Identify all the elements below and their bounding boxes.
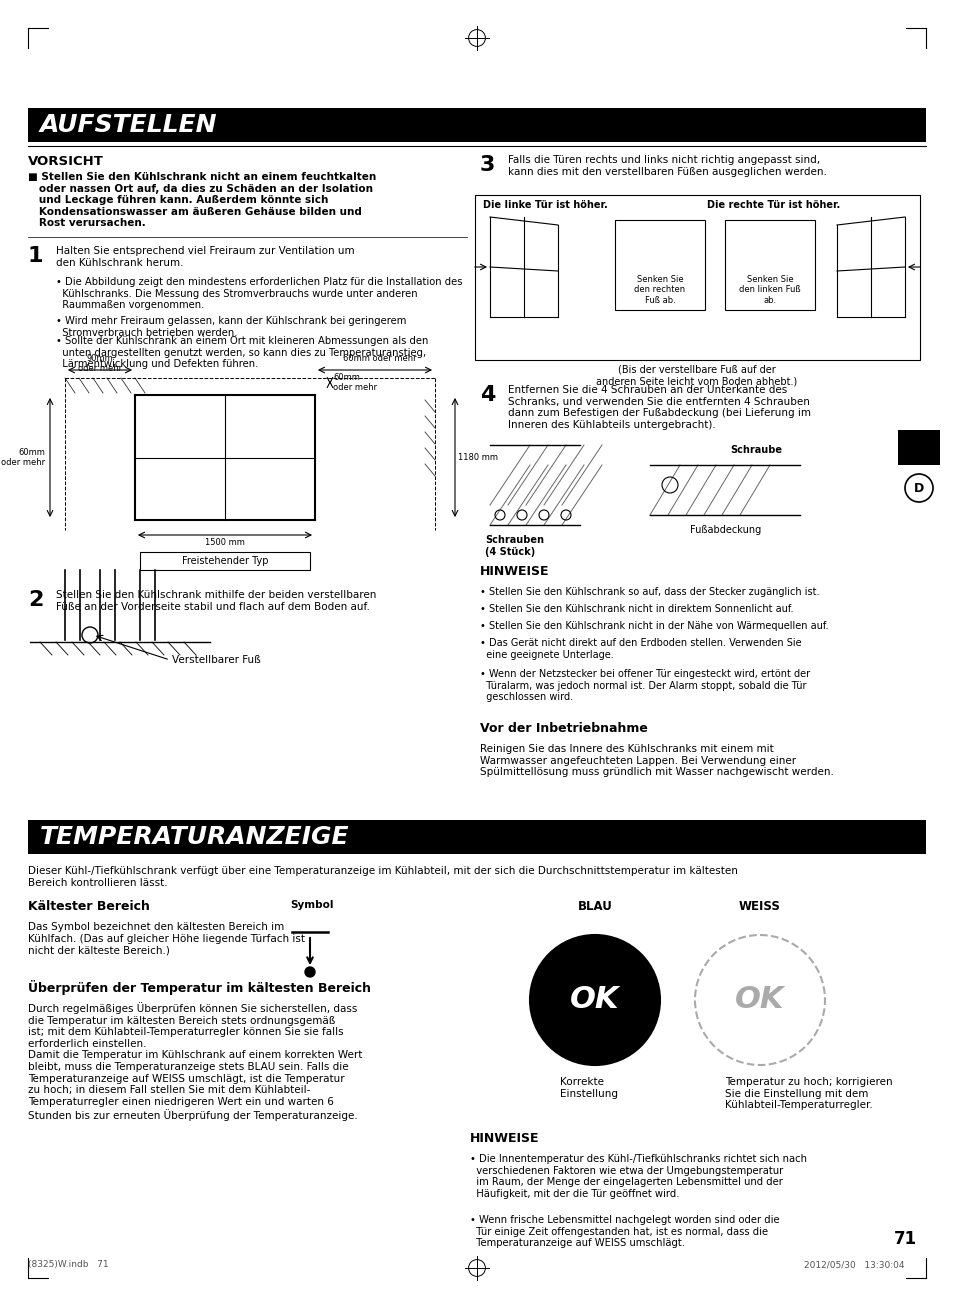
Text: • Wenn der Netzstecker bei offener Tür eingesteckt wird, ertönt der
  Türalarm, : • Wenn der Netzstecker bei offener Tür e… (479, 669, 809, 703)
Text: Senken Sie
den rechten
Fuß ab.: Senken Sie den rechten Fuß ab. (634, 276, 685, 304)
Text: • Stellen Sie den Kühlschrank nicht in der Nähe von Wärmequellen auf.: • Stellen Sie den Kühlschrank nicht in d… (479, 620, 827, 631)
Text: • Stellen Sie den Kühlschrank nicht in direktem Sonnenlicht auf.: • Stellen Sie den Kühlschrank nicht in d… (479, 603, 793, 614)
Text: 60mm oder mehr: 60mm oder mehr (343, 354, 416, 363)
Text: (8325)W.indb   71: (8325)W.indb 71 (28, 1260, 109, 1269)
Text: Freistehender Typ: Freistehender Typ (182, 556, 268, 565)
Text: Reinigen Sie das Innere des Kühlschranks mit einem mit
Warmwasser angefeuchteten: Reinigen Sie das Innere des Kühlschranks… (479, 744, 833, 777)
Text: Fußabdeckung: Fußabdeckung (689, 525, 760, 535)
Text: Schrauben
(4 Stück): Schrauben (4 Stück) (484, 535, 543, 556)
Text: 60mm
oder mehr: 60mm oder mehr (1, 448, 45, 468)
Text: Durch regelmäßiges Überprüfen können Sie sicherstellen, dass
die Temperatur im k: Durch regelmäßiges Überprüfen können Sie… (28, 1002, 362, 1121)
Bar (140, 552, 310, 569)
Text: WEISS: WEISS (739, 900, 781, 913)
Text: Das Symbol bezeichnet den kältesten Bereich im
Kühlfach. (Das auf gleicher Höhe : Das Symbol bezeichnet den kältesten Bere… (28, 922, 305, 955)
Text: 2: 2 (28, 590, 43, 610)
Bar (475, 195, 919, 360)
Circle shape (530, 935, 659, 1064)
Bar (615, 219, 704, 310)
Text: Temperatur zu hoch; korrigieren
Sie die Einstellung mit dem
Kühlabteil-Temperatu: Temperatur zu hoch; korrigieren Sie die … (724, 1077, 892, 1110)
Text: • Die Innentemperatur des Kühl-/Tiefkühlschranks richtet sich nach
  verschieden: • Die Innentemperatur des Kühl-/Tiefkühl… (470, 1155, 806, 1199)
Text: Entfernen Sie die 4 Schrauben an der Unterkante des
Schranks, und verwenden Sie : Entfernen Sie die 4 Schrauben an der Unt… (507, 385, 810, 430)
Text: ■ Stellen Sie den Kühlschrank nicht an einem feuchtkalten
   oder nassen Ort auf: ■ Stellen Sie den Kühlschrank nicht an e… (28, 172, 375, 229)
Text: BLAU: BLAU (577, 900, 612, 913)
Bar (319, 354, 410, 376)
Text: 4: 4 (479, 385, 495, 405)
Text: • Wird mehr Freiraum gelassen, kann der Kühlschrank bei geringerem
  Stromverbra: • Wird mehr Freiraum gelassen, kann der … (56, 316, 406, 337)
Text: OK: OK (735, 986, 784, 1015)
Text: VORSICHT: VORSICHT (28, 155, 104, 168)
Text: D: D (913, 482, 923, 495)
Text: Symbol: Symbol (290, 900, 334, 910)
Text: • Die Abbildung zeigt den mindestens erforderlichen Platz für die Installation d: • Die Abbildung zeigt den mindestens erf… (56, 277, 462, 311)
Text: 1500 mm: 1500 mm (205, 538, 245, 547)
Bar (724, 219, 814, 310)
Text: 90mm
oder mehr: 90mm oder mehr (78, 354, 122, 374)
Bar (28, 820, 925, 854)
Text: Halten Sie entsprechend viel Freiraum zur Ventilation um
den Kühlschrank herum.: Halten Sie entsprechend viel Freiraum zu… (56, 246, 355, 268)
Text: • Wenn frische Lebensmittel nachgelegt worden sind oder die
  Tür einige Zeit of: • Wenn frische Lebensmittel nachgelegt w… (470, 1215, 779, 1249)
Text: • Sollte der Kühlschrank an einem Ort mit kleineren Abmessungen als den
  unten : • Sollte der Kühlschrank an einem Ort mi… (56, 336, 428, 370)
Text: • Stellen Sie den Kühlschrank so auf, dass der Stecker zugänglich ist.: • Stellen Sie den Kühlschrank so auf, da… (479, 586, 819, 597)
Text: 1: 1 (28, 246, 44, 266)
Text: Kältester Bereich: Kältester Bereich (28, 900, 150, 913)
Text: 1180 mm: 1180 mm (457, 453, 497, 462)
Text: AUFSTELLEN: AUFSTELLEN (40, 114, 217, 137)
Text: (Bis der verstellbare Fuß auf der
anderen Seite leicht vom Boden abhebt.): (Bis der verstellbare Fuß auf der andere… (596, 364, 797, 387)
Text: 2012/05/30   13:30:04: 2012/05/30 13:30:04 (803, 1260, 904, 1269)
Text: Senken Sie
den linken Fuß
ab.: Senken Sie den linken Fuß ab. (739, 276, 800, 304)
Circle shape (695, 935, 824, 1064)
Text: 60mm
oder mehr: 60mm oder mehr (333, 372, 376, 392)
Text: Dieser Kühl-/Tiefkühlschrank verfügt über eine Temperaturanzeige im Kühlabteil, : Dieser Kühl-/Tiefkühlschrank verfügt übe… (28, 866, 737, 888)
Text: TEMPERATURANZEIGE: TEMPERATURANZEIGE (40, 825, 349, 849)
Text: Korrekte
Einstellung: Korrekte Einstellung (559, 1077, 618, 1098)
Text: Falls die Türen rechts und links nicht richtig angepasst sind,
kann dies mit den: Falls die Türen rechts und links nicht r… (507, 155, 826, 176)
Text: Schraube: Schraube (729, 445, 781, 454)
Text: HINWEISE: HINWEISE (470, 1132, 539, 1145)
Text: • Das Gerät nicht direkt auf den Erdboden stellen. Verwenden Sie
  eine geeignet: • Das Gerät nicht direkt auf den Erdbode… (479, 639, 801, 660)
Text: Die rechte Tür ist höher.: Die rechte Tür ist höher. (706, 200, 840, 210)
Text: OK: OK (570, 986, 619, 1015)
Text: Verstellbarer Fuß: Verstellbarer Fuß (172, 656, 260, 665)
Text: HINWEISE: HINWEISE (479, 565, 549, 579)
Text: Stellen Sie den Kühlschrank mithilfe der beiden verstellbaren
Füße an der Vorder: Stellen Sie den Kühlschrank mithilfe der… (56, 590, 376, 611)
Bar (75, 354, 135, 376)
Text: 71: 71 (893, 1230, 916, 1249)
Text: Die linke Tür ist höher.: Die linke Tür ist höher. (482, 200, 607, 210)
Text: Überprüfen der Temperatur im kältesten Bereich: Überprüfen der Temperatur im kältesten B… (28, 980, 371, 995)
Text: Vor der Inbetriebnahme: Vor der Inbetriebnahme (479, 722, 647, 735)
Bar (897, 430, 939, 465)
Text: 3: 3 (479, 155, 495, 175)
Circle shape (305, 966, 314, 977)
Bar (28, 108, 925, 142)
